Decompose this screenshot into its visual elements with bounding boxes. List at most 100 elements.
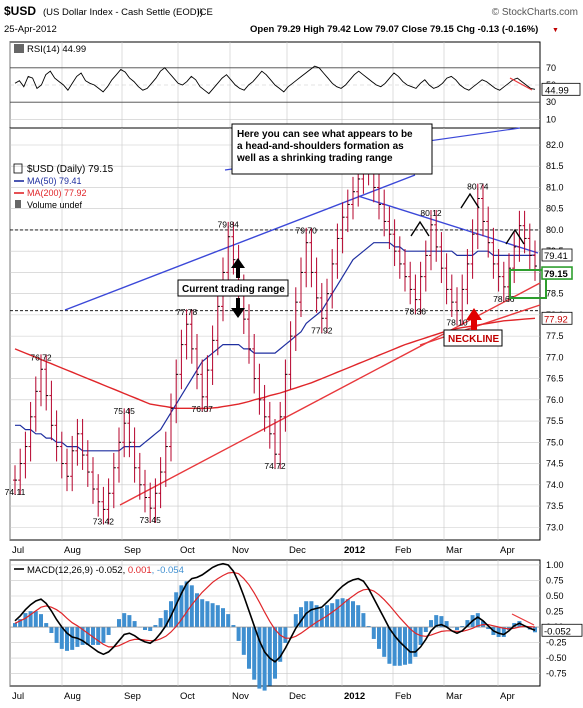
price-bar bbox=[335, 223, 340, 279]
chart-symbol: $USD bbox=[4, 4, 36, 18]
macd-histogram-bar bbox=[262, 627, 267, 691]
macd-histogram-bar bbox=[127, 615, 132, 628]
price-x-tick-label: Aug bbox=[64, 545, 81, 556]
price-bar bbox=[533, 240, 537, 281]
price-bar bbox=[195, 334, 199, 390]
annotation-note-line: Here you can see what appears to be bbox=[237, 129, 413, 140]
price-tick-label: 73.0 bbox=[546, 522, 564, 532]
price-bar bbox=[85, 440, 90, 487]
neckline-label: NECKLINE bbox=[448, 334, 499, 345]
price-bar bbox=[273, 418, 277, 470]
price-bar bbox=[44, 354, 49, 411]
macd-tick-label: -0.25 bbox=[546, 638, 567, 648]
price-value-label: 77.92 bbox=[311, 325, 333, 335]
legend-swatch-price bbox=[13, 163, 23, 174]
price-bar bbox=[486, 206, 491, 258]
macd-histogram-bar bbox=[80, 627, 85, 645]
macd-tick-label: -0.50 bbox=[546, 653, 567, 663]
price-bar bbox=[179, 329, 184, 390]
macd-histogram-bar bbox=[59, 627, 64, 649]
price-value-label: 78.10 bbox=[446, 318, 468, 328]
macd-histogram-bar bbox=[241, 627, 246, 655]
macd-histogram-bar bbox=[455, 627, 459, 631]
macd-histogram-bar bbox=[377, 627, 381, 649]
macd-histogram-bar bbox=[278, 627, 283, 662]
price-bar bbox=[267, 401, 272, 449]
price-bar bbox=[148, 482, 153, 524]
price-bar bbox=[403, 249, 407, 292]
price-bar bbox=[49, 380, 54, 441]
price-bar bbox=[455, 287, 459, 326]
price-value-label: 74.72 bbox=[264, 461, 286, 471]
price-tick-label: 77.0 bbox=[546, 352, 564, 362]
price-bar bbox=[13, 465, 17, 495]
price-bar bbox=[184, 309, 189, 360]
macd-histogram-bar bbox=[439, 616, 444, 628]
rsi-tick-label: 10 bbox=[546, 114, 556, 124]
trading-range-label-box bbox=[177, 279, 289, 297]
macd-histogram-bar bbox=[70, 627, 75, 650]
ma200-price-tag: 77.92 bbox=[544, 314, 568, 325]
macd-tick-label: 0.75 bbox=[546, 575, 564, 585]
head-shoulders-marker bbox=[460, 192, 480, 209]
macd-histogram-bar bbox=[423, 627, 428, 632]
ohlc-readout: Open 79.29 High 79.42 Low 79.07 Close 79… bbox=[250, 24, 538, 35]
price-bar bbox=[174, 359, 179, 424]
macd-histogram-bar bbox=[247, 627, 251, 669]
macd-histogram-bar bbox=[18, 619, 23, 628]
price-legend-item: $USD (Daily) 79.15 bbox=[27, 164, 114, 175]
macd-histogram-bar bbox=[273, 627, 277, 679]
rsi-tick-label: 30 bbox=[546, 97, 556, 107]
price-bar bbox=[18, 448, 23, 495]
price-value-label: 74.11 bbox=[5, 487, 26, 497]
price-bar bbox=[382, 189, 387, 237]
macd-histogram-bar bbox=[397, 627, 402, 666]
rsi-line bbox=[14, 65, 536, 95]
price-x-tick-label: Mar bbox=[446, 545, 462, 556]
ma50-price-tag: 79.41 bbox=[544, 251, 568, 262]
brand-logo: © StockCharts.com bbox=[492, 7, 578, 18]
macd-histogram-bar bbox=[257, 627, 262, 689]
macd-histogram-bar bbox=[293, 614, 298, 628]
macd-histogram-bar bbox=[184, 581, 189, 628]
price-tick-label: 73.5 bbox=[546, 501, 564, 511]
macd-histogram-bar bbox=[319, 608, 324, 628]
price-x-tick-label: Feb bbox=[395, 545, 411, 556]
price-bar bbox=[460, 274, 465, 326]
macd-histogram-bar bbox=[153, 625, 158, 628]
rsi-legend-swatch bbox=[14, 44, 24, 53]
price-bar bbox=[444, 253, 449, 305]
price-bar bbox=[470, 219, 475, 279]
price-bar bbox=[117, 427, 121, 483]
price-bar bbox=[70, 435, 75, 492]
price-bar bbox=[309, 227, 314, 288]
price-bar bbox=[475, 183, 480, 250]
upper-trendline-long bbox=[64, 174, 416, 311]
price-tick-label: 78.5 bbox=[546, 289, 564, 299]
macd-histogram-bar bbox=[65, 627, 69, 651]
price-legend-item: MA(50) 79.41 bbox=[27, 176, 82, 186]
price-bar bbox=[226, 221, 231, 288]
price-value-label: 76.72 bbox=[30, 352, 52, 362]
macd-histogram-bar bbox=[91, 627, 95, 645]
macd-histogram-bar bbox=[387, 627, 392, 664]
price-value-label: 73.45 bbox=[140, 515, 162, 525]
price-bar bbox=[75, 418, 80, 466]
price-bar bbox=[351, 176, 355, 220]
price-bar bbox=[434, 209, 439, 262]
price-bar bbox=[247, 304, 251, 364]
price-bar bbox=[101, 486, 106, 525]
price-bar bbox=[299, 257, 303, 318]
macd-histogram-bar bbox=[299, 607, 303, 628]
price-bar bbox=[189, 309, 194, 364]
macd-title-part: 0.001 bbox=[128, 565, 152, 576]
macd-histogram-bar bbox=[158, 618, 163, 628]
price-tick-label: 77.5 bbox=[546, 331, 564, 341]
price-bar bbox=[392, 219, 397, 267]
price-bar bbox=[39, 354, 43, 407]
macd-histogram-bar bbox=[351, 601, 355, 628]
price-tick-label: 82.0 bbox=[546, 140, 564, 150]
price-bar bbox=[91, 457, 95, 504]
price-bar bbox=[512, 232, 517, 284]
price-bar bbox=[527, 223, 532, 271]
